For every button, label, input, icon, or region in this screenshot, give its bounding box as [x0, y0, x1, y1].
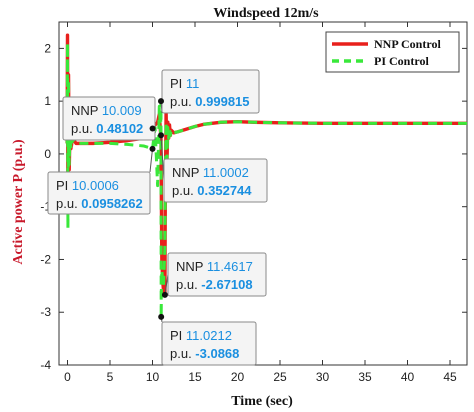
x-axis-ticks: 0 5 10 15 20 25 30 35 40 45 [64, 22, 457, 384]
datatip-y-value: -2.67108 [201, 277, 252, 292]
datatip-series-name: PI [56, 178, 72, 193]
datatip-series-name: NNP [176, 259, 207, 274]
datatip-x-value: 11.0002 [203, 165, 249, 180]
datatip-box [47, 171, 151, 215]
datatip-marker [158, 132, 165, 139]
series-line-pi [65, 41, 467, 319]
datatip-x-value: 11 [186, 76, 200, 91]
datatip-connector [164, 274, 169, 295]
datatip-y-label: p.u. [170, 346, 195, 361]
x-tick-label: 5 [107, 370, 114, 384]
datatip-marker [158, 313, 165, 320]
datatip[interactable]: NNP 11.4617 p.u. -2.67108 [161, 252, 267, 298]
x-tick-label: 20 [231, 370, 245, 384]
datatip-y-value: 0.352744 [197, 183, 252, 198]
datatip-marker [149, 145, 156, 152]
datatip-x-value: 11.4617 [207, 259, 253, 274]
legend-item[interactable]: NNP Control [332, 37, 441, 51]
x-tick-label: 10 [146, 370, 160, 384]
x-tick-label: 40 [401, 370, 415, 384]
datatip-x-value: 10.0006 [72, 178, 119, 193]
datatip-marker [158, 98, 164, 105]
datatip[interactable]: PI 10.0006 p.u. 0.0958262 [47, 145, 156, 215]
datatip-box [167, 252, 267, 297]
datatip-y-line: p.u. -2.67108 [176, 277, 253, 292]
datatip-box [163, 158, 268, 203]
series-layer [65, 33, 467, 319]
datatip-x-line: NNP 10.009 [71, 103, 142, 118]
datatip-series-name: NNP [71, 103, 102, 118]
datatips: NNP 10.009 p.u. 0.48102 PI 11 p.u. 0.999815… [47, 69, 268, 366]
datatip-marker [149, 125, 156, 132]
datatip-y-line: p.u. 0.0958262 [56, 196, 143, 211]
legend-label: NNP Control [374, 37, 441, 51]
datatip-y-line: p.u. -3.0868 [170, 346, 239, 361]
y-tick-label: -2 [40, 252, 51, 266]
datatip-y-label: p.u. [71, 121, 96, 136]
datatip-y-line: p.u. 0.352744 [172, 183, 252, 198]
datatip-x-value: 11.0212 [186, 328, 232, 343]
datatip-x-line: PI 11.0212 [170, 328, 232, 343]
datatip-y-label: p.u. [176, 277, 201, 292]
datatip-box [161, 321, 257, 366]
datatip[interactable]: NNP 10.009 p.u. 0.48102 [62, 96, 156, 141]
x-tick-label: 25 [273, 370, 287, 384]
datatip-y-line: p.u. 0.48102 [71, 121, 143, 136]
x-tick-label: 0 [64, 370, 71, 384]
datatip-y-label: p.u. [56, 196, 81, 211]
y-axis-label: Active power P (p.u.) [11, 139, 26, 265]
x-axis-label: Time (sec) [231, 394, 293, 409]
legend-box [325, 31, 460, 73]
y-tick-label: -3 [40, 305, 51, 319]
datatip[interactable]: PI 11 p.u. 0.999815 [158, 69, 260, 114]
datatip-series-name: PI [170, 328, 186, 343]
datatip-y-value: 0.48102 [96, 121, 143, 136]
datatip[interactable]: PI 11.0212 p.u. -3.0868 [158, 313, 257, 366]
datatip-y-line: p.u. 0.999815 [170, 94, 250, 109]
datatip-connector [149, 148, 154, 173]
legend-label: PI Control [374, 54, 429, 68]
y-tick-label: 0 [44, 147, 51, 161]
legend-item[interactable]: PI Control [332, 54, 429, 68]
datatip-x-line: NNP 11.4617 [176, 259, 253, 274]
y-tick-label: 1 [44, 94, 51, 108]
x-tick-label: 30 [316, 370, 330, 384]
datatip-x-line: PI 11 [170, 76, 199, 91]
datatip-box [62, 96, 156, 141]
x-tick-label: 35 [358, 370, 372, 384]
datatip-y-value: -3.0868 [195, 346, 239, 361]
datatip-series-name: PI [170, 76, 186, 91]
y-tick-label: 2 [44, 41, 51, 55]
y-tick-label: -4 [40, 358, 51, 372]
datatip-x-line: PI 10.0006 [56, 178, 119, 193]
datatip-y-value: 0.999815 [195, 94, 249, 109]
datatip-x-value: 10.009 [102, 103, 142, 118]
datatip-series-name: NNP [172, 165, 203, 180]
x-tick-label: 15 [188, 370, 202, 384]
y-axis-ticks: -4 -3 -2 -1 0 1 2 [40, 41, 467, 372]
datatip[interactable]: NNP 11.0002 p.u. 0.352744 [158, 132, 268, 203]
datatip-y-value: 0.0958262 [81, 196, 142, 211]
datatip-y-label: p.u. [172, 183, 197, 198]
datatip-box [161, 69, 260, 114]
y-tick-label: -1 [40, 200, 51, 214]
x-tick-label: 45 [443, 370, 457, 384]
datatip-y-label: p.u. [170, 94, 195, 109]
chart-title: Windspeed 12m/s [213, 6, 319, 21]
datatip-marker [161, 291, 168, 298]
legend: NNP Control PI Control [325, 31, 460, 73]
datatip-x-line: NNP 11.0002 [172, 165, 249, 180]
